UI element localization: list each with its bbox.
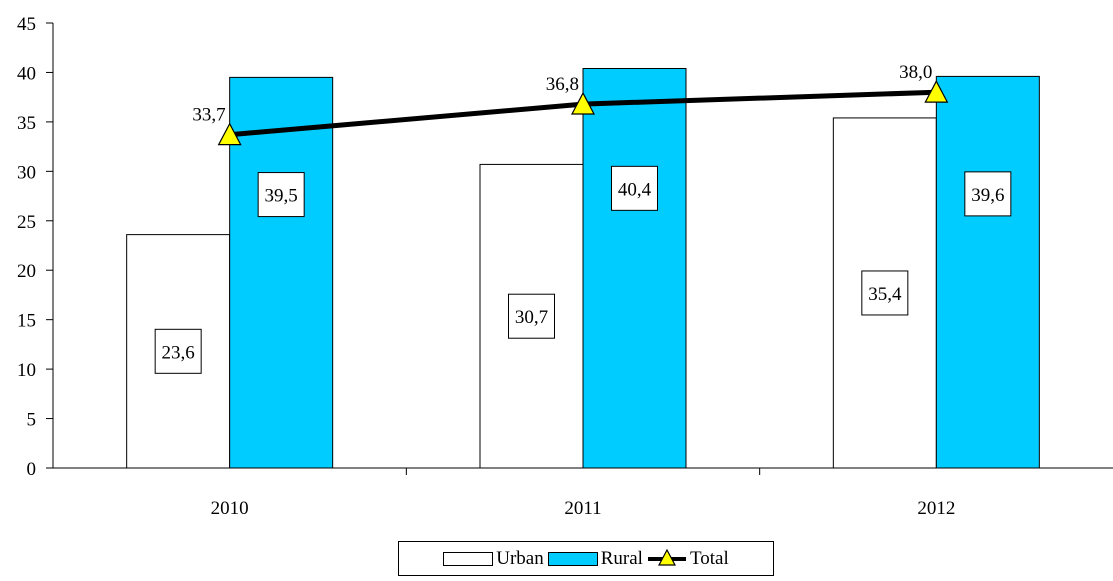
x-tick-label: 2011 [564,498,601,519]
legend-item-urban: Urban [443,547,544,570]
data-label-total: 33,7 [192,105,225,126]
data-label-urban: 35,4 [868,284,902,305]
y-tick-label: 35 [17,113,36,134]
legend-label-total: Total [689,547,729,569]
legend-item-total: Total [647,548,729,570]
data-label-rural-box [257,172,305,218]
x-tick-label: 2010 [211,498,249,519]
legend-swatch-urban [443,551,494,566]
x-tick-label: 2012 [917,498,955,519]
bar-rural [582,67,687,469]
data-label-urban-box [508,293,555,339]
y-tick-label: 40 [17,63,36,84]
data-label-urban: 30,7 [515,307,548,328]
data-label-rural-box [611,165,658,211]
data-label-total: 38,0 [899,62,932,83]
legend-label-rural: Rural [600,547,643,569]
legend: Urban Rural Total [398,541,774,576]
x-axis: 2010 2011 2012 [46,467,1113,519]
y-tick-label: 15 [17,311,36,332]
y-tick-label: 45 [17,14,36,35]
y-tick-label: 10 [17,360,36,381]
y-tick-label: 20 [17,261,36,282]
data-label-rural: 40,4 [618,179,652,200]
total-marker [924,79,949,103]
data-label-urban-box [861,270,909,316]
legend-swatch-rural [547,551,598,566]
data-label-urban-box [154,328,202,374]
data-label-total: 36,8 [546,74,579,95]
legend-item-rural: Rural [547,547,643,570]
bar-rural [935,75,1040,469]
data-label-rural: 39,5 [265,186,298,207]
total-line [217,79,949,146]
total-marker [571,91,595,115]
data-labels: 23,6 39,5 30,7 40,4 35,4 39,6 33,7 36,8 38,0 [154,62,1012,374]
bar-rural [229,76,334,469]
data-label-urban: 23,6 [162,342,195,363]
bars [126,67,1040,469]
legend-label-urban: Urban [496,547,544,569]
data-label-rural: 39,6 [971,185,1004,206]
total-marker [217,122,242,146]
y-tick-label: 0 [27,459,37,480]
y-axis: 0 5 10 15 20 25 30 35 40 45 [17,14,54,480]
y-tick-label: 5 [27,410,37,431]
data-label-rural-box [964,171,1012,217]
y-tick-label: 30 [17,162,36,183]
y-tick-label: 25 [17,212,36,233]
legend-swatch-total [647,548,686,566]
